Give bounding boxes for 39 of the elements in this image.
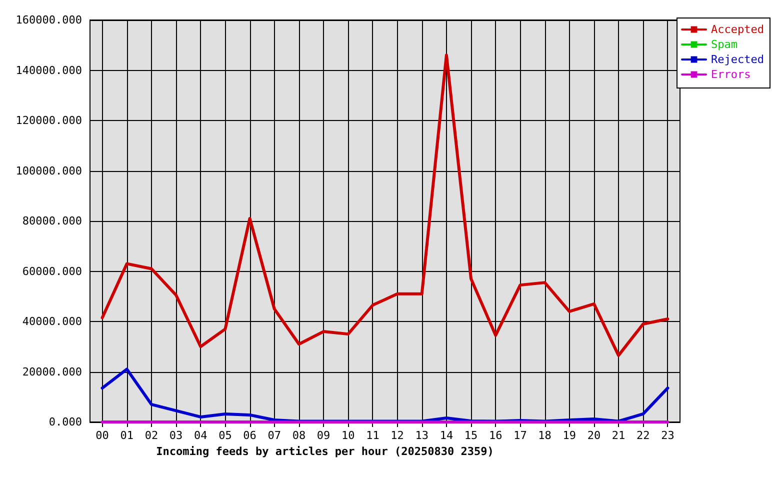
y-tick-label: 120000.000: [16, 114, 82, 127]
x-tick-label: 07: [268, 429, 281, 442]
y-tick-label: 60000.000: [22, 264, 82, 278]
x-tick-label: 17: [514, 429, 527, 442]
x-tick-label: 13: [415, 429, 428, 442]
y-tick-label: 140000.000: [16, 64, 82, 77]
x-tick-label: 03: [169, 429, 183, 442]
y-tick-label: 160000.000: [16, 14, 82, 26]
x-tick-label: 16: [489, 429, 502, 442]
x-tick-label: 11: [366, 429, 380, 442]
x-tick-label: 04: [194, 429, 208, 442]
legend-label: Errors: [711, 68, 751, 81]
x-tick-label: 19: [562, 429, 576, 442]
y-tick-label: 80000.000: [22, 214, 82, 228]
x-tick-label: 22: [636, 429, 650, 442]
y-tick-label: 0.000: [48, 416, 82, 428]
y-tick-label: 40000.000: [22, 315, 82, 328]
legend-label: Rejected: [711, 53, 764, 66]
x-tick-label: 02: [144, 429, 158, 442]
x-tick-label: 14: [440, 429, 454, 442]
x-tick-label: 08: [292, 429, 306, 442]
x-tick-label: 06: [243, 429, 256, 442]
x-tick-label: 23: [661, 429, 674, 442]
x-axis-title: Incoming feeds by articles per hour (20250830 2359): [156, 445, 494, 458]
x-tick-label: 01: [120, 429, 134, 442]
x-tick-label: 20: [587, 429, 601, 442]
x-tick-label: 00: [96, 429, 109, 442]
legend-label: Accepted: [711, 23, 764, 36]
x-tick-label: 09: [316, 429, 330, 442]
legend-label: Spam: [711, 38, 738, 51]
x-tick-label: 10: [342, 429, 355, 442]
x-tick-label: 12: [390, 429, 404, 442]
y-tick-label: 100000.000: [16, 164, 82, 178]
x-tick-label: 18: [538, 429, 552, 442]
x-tick-label: 21: [612, 429, 626, 442]
line-series: [100, 54, 670, 357]
x-tick-label: 15: [464, 429, 478, 442]
y-tick-label: 20000.000: [22, 365, 82, 378]
x-tick-label: 05: [218, 429, 232, 442]
